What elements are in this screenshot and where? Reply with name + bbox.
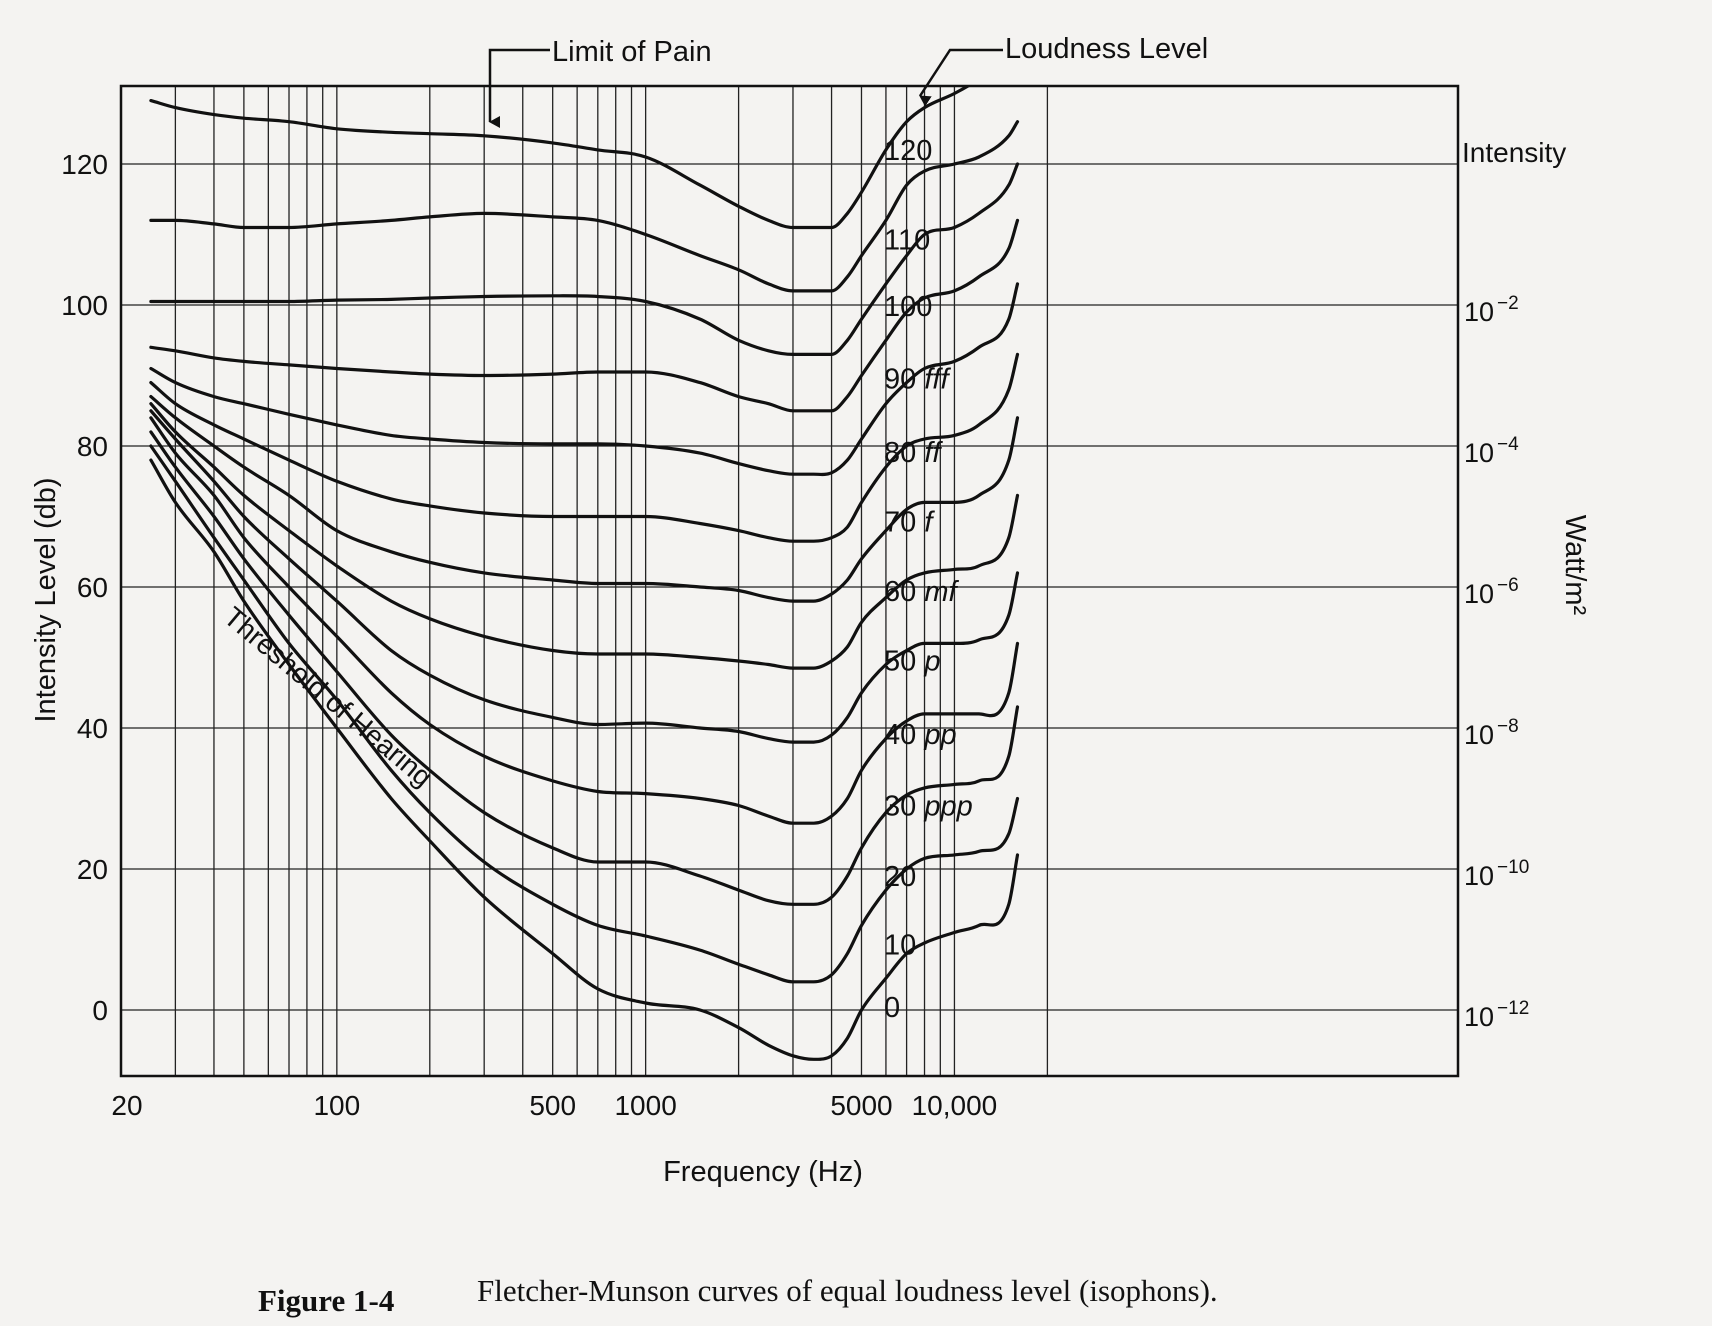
y-tick-label: 60	[77, 572, 108, 603]
y-tick-label: 120	[61, 149, 108, 180]
right-axis-ticks: 10−2 10−4 10−6 10−8 10−10 10−12	[1464, 293, 1529, 1032]
curve-20	[149, 430, 1020, 906]
curve-label-110: 110	[884, 225, 930, 257]
curve-label-40: 40 pp	[884, 719, 957, 751]
right-tick-label: 10 −4	[1464, 434, 1519, 468]
right-axis-title: Intensity	[1462, 137, 1566, 168]
x-axis-ticks: 20 100 500 1000 5000 10,000	[111, 1090, 997, 1121]
curve-40	[149, 409, 1020, 744]
x-tick-label: 20	[111, 1090, 142, 1121]
curve-label-30: 30 ppp	[884, 791, 973, 823]
curve-label-60: 60 mf	[884, 576, 959, 608]
loudness-level-arrow	[918, 48, 1003, 107]
curve-label-80: 80 ff	[884, 437, 943, 469]
curve-label-120: 120	[884, 135, 932, 167]
curve-80	[149, 282, 1020, 477]
curve-0	[149, 458, 1020, 1061]
curve-110	[149, 120, 1020, 293]
curve-label-0: 0	[884, 992, 900, 1024]
curve-label-100: 100	[884, 291, 932, 323]
loudness-curves	[149, 86, 1020, 1061]
x-tick-label: 1000	[614, 1090, 676, 1121]
curve-100	[149, 162, 1020, 356]
right-tick-label: 10 −8	[1464, 716, 1519, 750]
curve-10	[149, 444, 1020, 984]
y-tick-label: 20	[77, 854, 108, 885]
y-tick-label: 80	[77, 431, 108, 462]
x-axis-title: Frequency (Hz)	[663, 1156, 863, 1188]
curve-label-50: 50 p	[884, 646, 940, 678]
y-axis-title: Intensity Level (db)	[30, 477, 62, 722]
curve-60	[149, 395, 1020, 603]
curve-label-20: 20	[884, 861, 916, 893]
limit-of-pain-arrow	[488, 48, 550, 128]
curve-label-10: 10	[884, 930, 916, 962]
plot-grid	[121, 86, 1458, 1076]
curve-50	[149, 402, 1020, 670]
right-tick-label: 10 −12	[1464, 998, 1529, 1032]
x-tick-label: 100	[313, 1090, 360, 1121]
plot-frame	[119, 84, 1460, 1078]
curve-label-70: 70 f	[884, 507, 935, 539]
right-tick-label: 10 −10	[1464, 857, 1529, 891]
y-tick-label: 100	[61, 290, 108, 321]
x-tick-label: 5000	[830, 1090, 892, 1121]
y-tick-label: 0	[92, 995, 108, 1026]
right-tick-label: 10 −2	[1464, 293, 1519, 327]
curve-70	[149, 352, 1020, 543]
right-tick-label: 10 −6	[1464, 575, 1519, 609]
y-axis-ticks: 0 20 40 60 80 100 120	[61, 149, 108, 1026]
x-tick-label: 10,000	[912, 1090, 998, 1121]
figure-caption: Fletcher-Munson curves of equal loudness…	[477, 1273, 1218, 1308]
curve-label-90: 90 fff	[884, 364, 951, 396]
loudness-level-label: Loudness Level	[1005, 33, 1208, 65]
curve-120	[149, 86, 972, 230]
y-tick-label: 40	[77, 713, 108, 744]
curve-30	[149, 416, 1020, 825]
limit-of-pain-label: Limit of Pain	[552, 36, 712, 68]
right-axis-unit: Watt/m²	[1559, 515, 1591, 616]
curve-90	[149, 218, 1020, 413]
figure-number: Figure 1-4	[258, 1283, 394, 1318]
x-tick-label: 500	[529, 1090, 576, 1121]
